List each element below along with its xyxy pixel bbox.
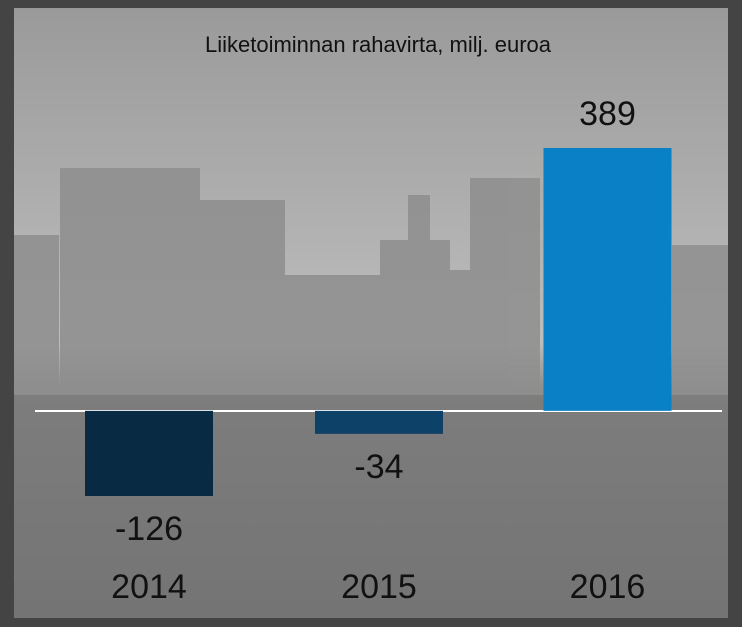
value-label: -34 (354, 448, 403, 486)
skyline (14, 168, 728, 395)
bar (315, 410, 443, 434)
x-tick-label: 2014 (111, 568, 187, 606)
bar (85, 410, 213, 496)
value-label: -126 (115, 510, 183, 548)
bar (543, 148, 672, 411)
value-label: 389 (579, 95, 636, 133)
x-tick-label: 2015 (341, 568, 417, 606)
chart-title: Liiketoiminnan rahavirta, milj. euroa (205, 32, 552, 57)
x-tick-label: 2016 (570, 568, 646, 606)
